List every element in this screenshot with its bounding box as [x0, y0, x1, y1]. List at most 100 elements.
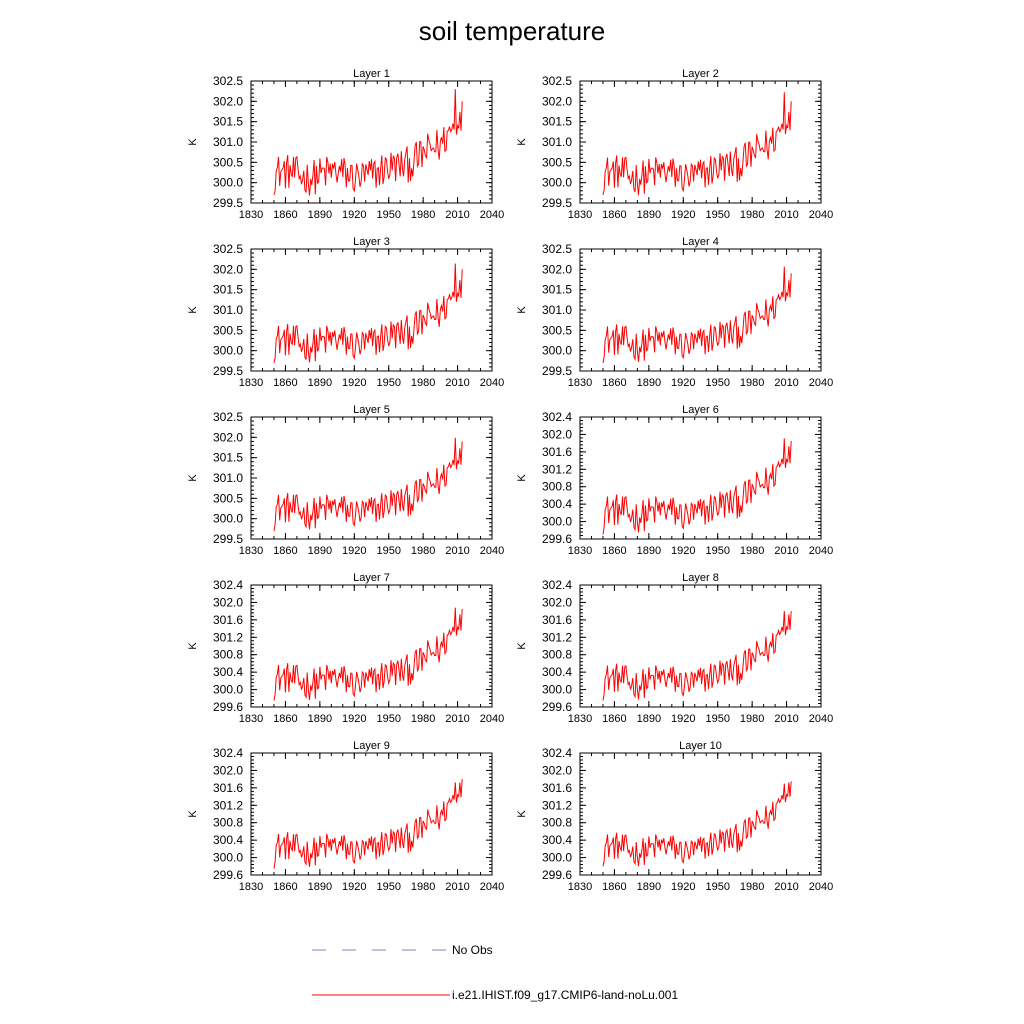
y-tick-label: 300.4	[542, 497, 572, 511]
x-tick-label: 1890	[308, 377, 332, 389]
y-tick-label: 301.2	[542, 462, 572, 476]
y-tick-label: 301.6	[542, 445, 572, 459]
y-tick-label: 299.5	[542, 196, 572, 210]
y-tick-label: 302.0	[213, 430, 243, 444]
x-tick-label: 1950	[705, 713, 729, 725]
x-tick-label: 1830	[239, 209, 263, 221]
x-tick-label: 1920	[671, 713, 695, 725]
panel-title: Layer 8	[682, 572, 719, 584]
x-tick-label: 1950	[705, 377, 729, 389]
x-tick-label: 2040	[480, 713, 504, 725]
panel-layer-8: Layer 8 K 1830 1860 1890 1920 1950 1980 2010 2040…	[516, 572, 833, 725]
series-line-layer-4	[602, 266, 792, 363]
x-tick-label: 1860	[602, 881, 626, 893]
x-tick-label: 1830	[239, 713, 263, 725]
y-tick-label: 301.2	[542, 798, 572, 812]
y-tick-label: 302.0	[213, 763, 243, 777]
x-tick-label: 1920	[671, 377, 695, 389]
x-tick-label: 1890	[637, 209, 661, 221]
y-tick-label: 301.5	[213, 283, 243, 297]
y-tick-label: 302.5	[542, 74, 572, 88]
y-axis-label: K	[516, 138, 528, 146]
x-tick-label: 1980	[740, 713, 764, 725]
panel-layer-7: Layer 7 K 1830 1860 1890 1920 1950 1980 2010 2040…	[187, 572, 504, 725]
x-tick-label: 2010	[774, 377, 798, 389]
y-tick-label: 301.2	[542, 630, 572, 644]
x-tick-label: 2040	[480, 209, 504, 221]
x-tick-label: 1920	[342, 209, 366, 221]
y-tick-label: 302.4	[213, 578, 243, 592]
y-tick-label: 301.0	[213, 471, 243, 485]
x-tick-label: 2040	[809, 545, 833, 557]
x-tick-label: 2010	[445, 545, 469, 557]
panel-layer-2: Layer 2 K 1830 1860 1890 1920 1950 1980 2010 2040…	[516, 68, 833, 221]
y-tick-label: 302.4	[542, 578, 572, 592]
y-tick-label: 300.5	[213, 155, 243, 169]
series-line-layer-8	[602, 610, 792, 701]
y-tick-label: 300.8	[542, 648, 572, 662]
series-line-layer-9	[273, 779, 463, 869]
y-tick-label: 300.0	[213, 512, 243, 526]
panel-title: Layer 5	[353, 404, 390, 416]
y-tick-label: 300.5	[542, 323, 572, 337]
y-tick-label: 301.2	[213, 798, 243, 812]
x-tick-label: 1830	[239, 545, 263, 557]
y-tick-label: 300.8	[542, 480, 572, 494]
panel-frame	[579, 752, 822, 876]
panel-title: Layer 2	[682, 68, 719, 80]
panel-title: Layer 3	[353, 236, 390, 248]
x-tick-label: 1980	[740, 545, 764, 557]
y-tick-label: 300.4	[213, 833, 243, 847]
x-tick-label: 2040	[809, 713, 833, 725]
y-tick-label: 302.0	[213, 262, 243, 276]
y-tick-label: 300.0	[213, 176, 243, 190]
series-line-layer-6	[602, 438, 792, 535]
x-tick-label: 1860	[602, 209, 626, 221]
y-tick-label: 300.4	[542, 665, 572, 679]
y-tick-label: 302.0	[542, 595, 572, 609]
x-tick-label: 1860	[273, 209, 297, 221]
panel-grid: Layer 1 K 1830 1860 1890 1920 1950 1980 2010 2040…	[187, 68, 833, 893]
x-tick-label: 1950	[376, 377, 400, 389]
legend-item-model: i.e21.IHIST.f09_g17.CMIP6-land-noLu.001	[312, 988, 678, 1002]
y-axis-label: K	[516, 306, 528, 314]
x-tick-label: 1860	[273, 377, 297, 389]
y-tick-label: 301.6	[213, 613, 243, 627]
y-tick-label: 300.4	[213, 665, 243, 679]
panel-title: Layer 9	[353, 740, 390, 752]
legend: No Obs i.e21.IHIST.f09_g17.CMIP6-land-no…	[312, 943, 678, 1002]
series-line-layer-1	[273, 89, 463, 196]
x-tick-label: 1950	[376, 881, 400, 893]
y-axis-label: K	[187, 138, 199, 146]
y-tick-label: 300.0	[542, 344, 572, 358]
x-tick-label: 2040	[480, 881, 504, 893]
y-tick-label: 302.5	[213, 242, 243, 256]
x-tick-label: 1980	[740, 881, 764, 893]
y-tick-label: 302.0	[542, 427, 572, 441]
x-tick-label: 1920	[342, 713, 366, 725]
y-tick-label: 299.5	[542, 364, 572, 378]
figure-title: soil temperature	[419, 16, 605, 46]
y-tick-label: 302.5	[213, 410, 243, 424]
y-tick-label: 301.5	[542, 115, 572, 129]
x-tick-label: 1860	[273, 545, 297, 557]
panel-layer-4: Layer 4 K 1830 1860 1890 1920 1950 1980 2010 2040…	[516, 236, 833, 389]
x-tick-label: 2040	[480, 377, 504, 389]
y-tick-label: 301.0	[542, 135, 572, 149]
panel-title: Layer 10	[679, 740, 722, 752]
x-tick-label: 2010	[445, 881, 469, 893]
y-tick-label: 301.0	[542, 303, 572, 317]
y-tick-label: 300.0	[542, 851, 572, 865]
y-tick-label: 300.0	[213, 344, 243, 358]
x-tick-label: 1890	[308, 881, 332, 893]
y-tick-label: 299.6	[213, 700, 243, 714]
y-tick-label: 300.8	[542, 816, 572, 830]
y-tick-label: 302.0	[213, 595, 243, 609]
panel-layer-5: Layer 5 K 1830 1860 1890 1920 1950 1980 2010 2040…	[187, 404, 504, 557]
x-tick-label: 1890	[308, 209, 332, 221]
x-tick-label: 1830	[239, 377, 263, 389]
series-line-layer-2	[602, 92, 792, 196]
x-tick-label: 1890	[308, 713, 332, 725]
x-tick-label: 1950	[705, 545, 729, 557]
y-tick-label: 301.6	[542, 781, 572, 795]
